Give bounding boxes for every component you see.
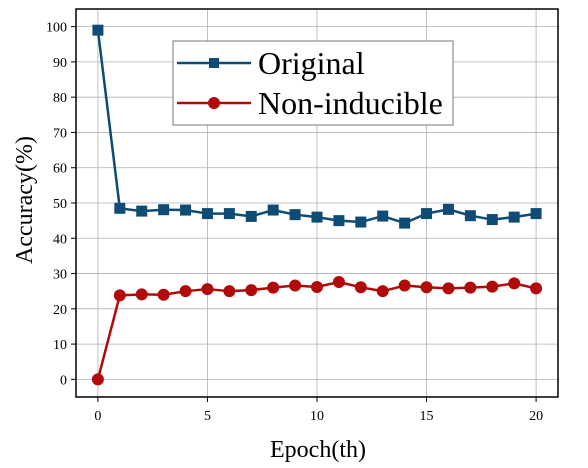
data-point-original (245, 210, 257, 222)
data-point-non-inducible (486, 280, 499, 293)
data-point-non-inducible (311, 280, 323, 293)
data-point-original (464, 210, 476, 222)
data-point-non-inducible (442, 282, 455, 295)
x-tick-label: 20 (529, 409, 543, 424)
data-point-non-inducible (332, 276, 345, 289)
data-point-original (530, 208, 542, 220)
legend: Original Non-inducible (172, 40, 454, 126)
data-point-original (114, 202, 126, 214)
data-point-original (180, 204, 192, 216)
data-point-original (442, 203, 454, 215)
data-point-original (267, 204, 279, 216)
data-point-original (136, 205, 148, 217)
x-axis-label: Epoch(th) (270, 437, 366, 463)
y-tick-label: 50 (53, 197, 67, 212)
x-tick-label: 0 (94, 409, 101, 424)
data-point-non-inducible (157, 288, 170, 301)
data-point-original (508, 211, 520, 223)
data-point-non-inducible (267, 281, 280, 294)
data-point-non-inducible (113, 289, 126, 302)
y-tick-label: 40 (53, 232, 67, 247)
legend-marker-original (209, 58, 219, 68)
data-point-original (158, 204, 170, 216)
legend-box (172, 40, 454, 126)
y-tick-label: 0 (60, 373, 67, 388)
data-point-non-inducible (398, 279, 411, 292)
y-tick-label: 10 (53, 338, 67, 353)
data-point-original (311, 211, 323, 223)
data-point-non-inducible (464, 281, 477, 294)
data-point-non-inducible (354, 281, 367, 294)
x-tick-label: 15 (420, 409, 434, 424)
data-point-original (355, 216, 367, 228)
x-tick-label: 5 (204, 409, 211, 424)
data-point-non-inducible (135, 288, 148, 301)
axis-ticks: 0 5 10 15 20 0 10 20 30 40 50 60 70 80 90 100 (46, 21, 543, 424)
data-point-original (399, 217, 411, 229)
data-point-non-inducible (223, 285, 236, 298)
y-axis-label: Accuracy(%) (12, 136, 38, 264)
data-point-non-inducible (91, 373, 104, 386)
data-point-non-inducible (201, 283, 214, 296)
data-point-original (486, 214, 498, 226)
y-tick-label: 90 (53, 56, 67, 71)
y-tick-label: 60 (53, 162, 67, 177)
y-tick-label: 20 (53, 303, 67, 318)
y-tick-label: 80 (53, 91, 67, 106)
data-point-non-inducible (245, 284, 258, 297)
legend-marker-non-inducible (208, 97, 220, 109)
y-tick-label: 70 (53, 126, 67, 141)
data-point-original (333, 215, 345, 227)
data-point-non-inducible (420, 281, 433, 294)
x-tick-label: 10 (310, 409, 324, 424)
y-tick-label: 30 (53, 268, 67, 283)
data-point-non-inducible (179, 285, 192, 298)
data-point-original (201, 208, 213, 220)
data-point-non-inducible (289, 279, 302, 292)
legend-label-non-inducible: Non-inducible (258, 85, 443, 121)
data-point-original (421, 208, 433, 220)
data-point-non-inducible (508, 277, 521, 290)
y-tick-label: 100 (46, 21, 67, 36)
series-layer (91, 24, 543, 386)
data-point-original (289, 209, 301, 221)
data-point-original (377, 210, 389, 222)
data-point-original (92, 24, 104, 36)
data-point-non-inducible (376, 285, 389, 298)
legend-label-original: Original (258, 45, 365, 81)
data-point-original (223, 208, 235, 220)
data-point-non-inducible (530, 282, 543, 295)
